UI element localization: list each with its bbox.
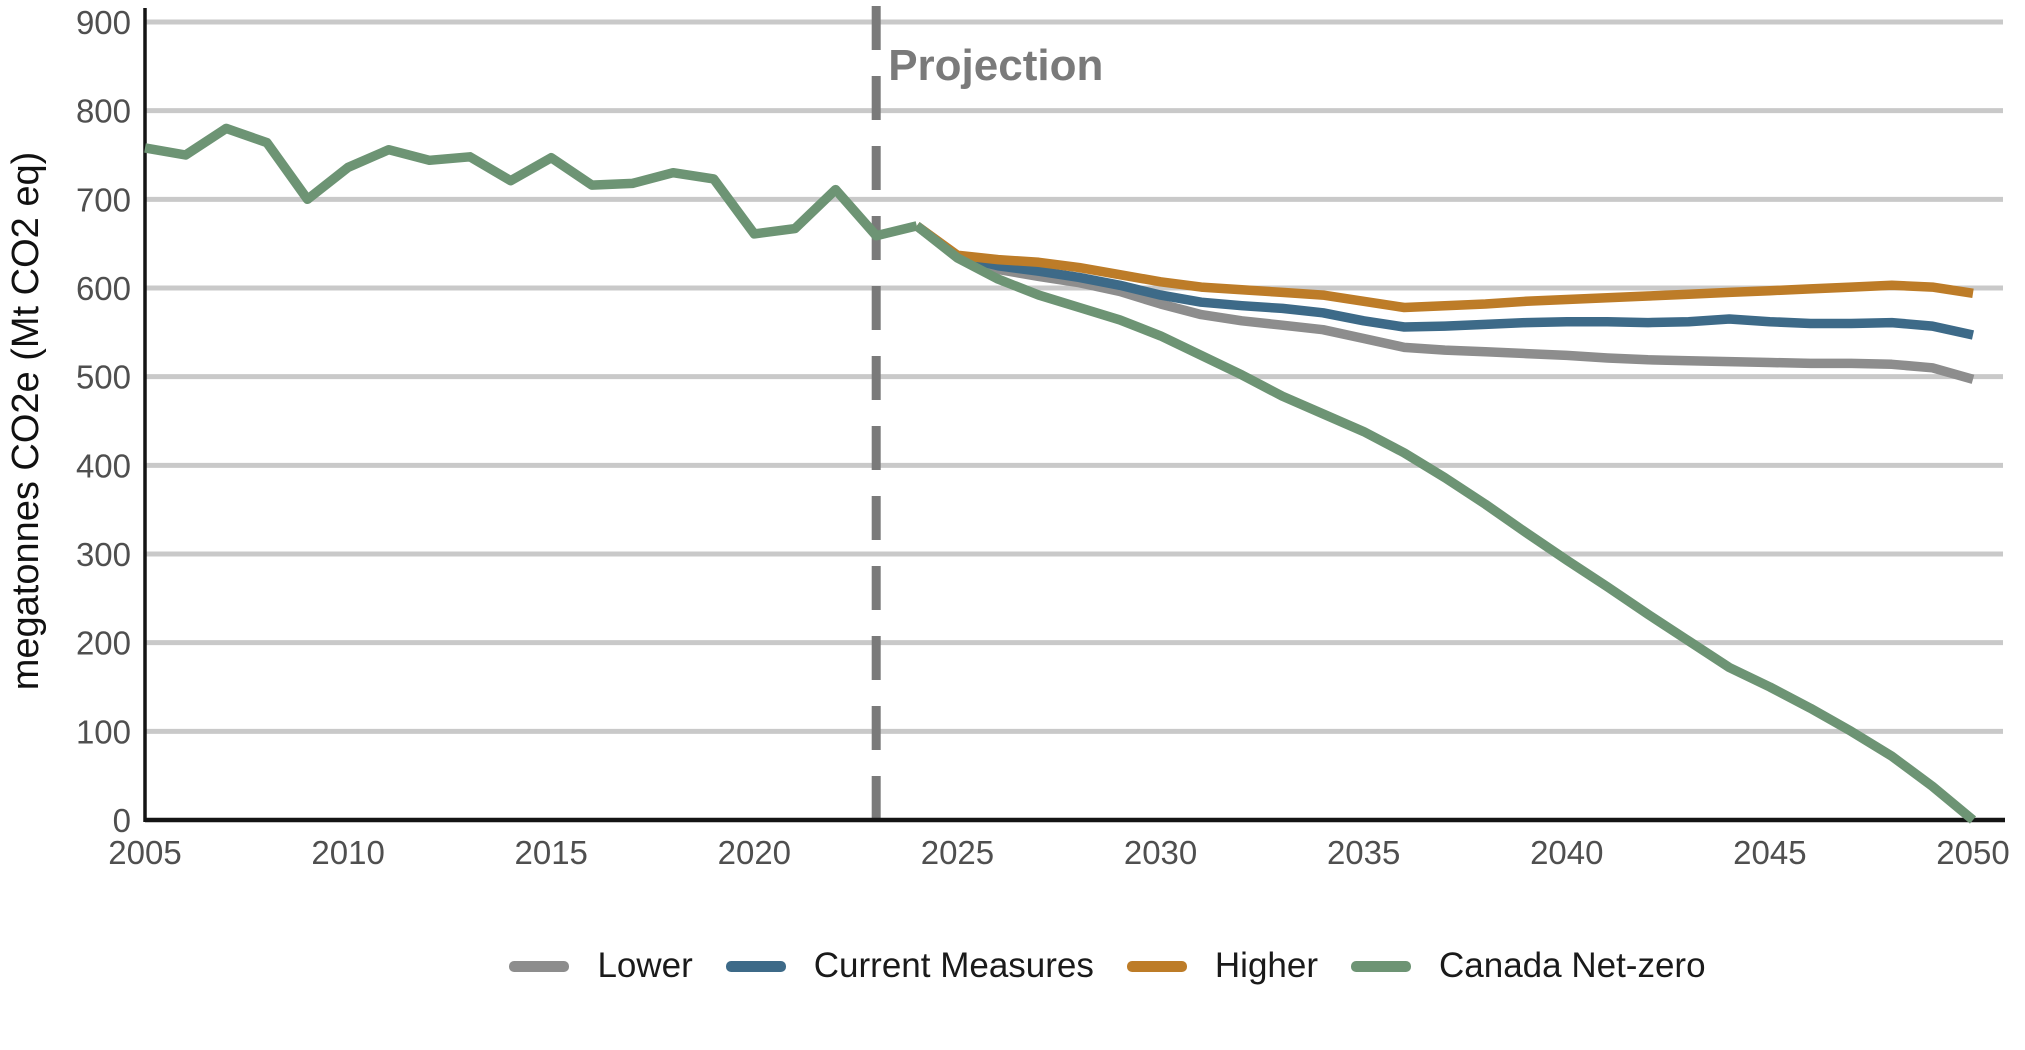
y-tick-label-200: 200: [76, 625, 131, 662]
x-tick-label-2005: 2005: [108, 834, 181, 871]
y-tick-label-500: 500: [76, 359, 131, 396]
legend-label-lower: Lower: [597, 946, 693, 985]
emissions-line-chart: Projection 0 100 200 300 400 500 600 700 800 900 20…: [5, 4, 2010, 871]
series-line-lower: [913, 222, 1975, 384]
legend-item-higher: Higher: [1126, 946, 1318, 986]
x-tick-label-2045: 2045: [1733, 834, 1806, 871]
legend-label-canada-net-zero: Canada Net-zero: [1439, 946, 1706, 985]
legend-swatch-lower: [509, 960, 570, 972]
y-tick-labels: 0 100 200 300 400 500 600 700 800 900: [76, 4, 131, 839]
legend-swatch-higher: [1126, 960, 1187, 972]
x-tick-label-2035: 2035: [1327, 834, 1400, 871]
y-tick-label-300: 300: [76, 536, 131, 573]
projection-label: Projection: [888, 41, 1103, 90]
legend-item-lower: Lower: [509, 946, 693, 986]
x-tick-label-2050: 2050: [1936, 834, 2009, 871]
y-axis-title: megatonnes CO2e (Mt CO2 eq): [5, 152, 47, 691]
y-tick-label-900: 900: [76, 4, 131, 41]
legend-label-higher: Higher: [1214, 946, 1318, 985]
x-tick-label-2015: 2015: [515, 834, 588, 871]
x-tick-label-2010: 2010: [311, 834, 384, 871]
y-tick-label-800: 800: [76, 93, 131, 130]
y-tick-label-100: 100: [76, 713, 131, 750]
x-tick-label-2025: 2025: [921, 834, 994, 871]
y-tick-label-600: 600: [76, 270, 131, 307]
y-gridlines: [145, 19, 2003, 734]
y-tick-label-700: 700: [76, 181, 131, 218]
x-tick-label-2040: 2040: [1530, 834, 1603, 871]
series-line-historical-emissions: [144, 123, 918, 241]
series-line-current-measures: [913, 222, 1975, 340]
x-tick-label-2030: 2030: [1124, 834, 1197, 871]
y-tick-label-0: 0: [113, 802, 131, 839]
legend: Lower Current Measures Higher Canada Net-ze…: [95, 946, 2025, 986]
legend-item-canada-net-zero: Canada Net-zero: [1351, 946, 1706, 986]
y-tick-label-400: 400: [76, 447, 131, 484]
legend-item-current-measures: Current Measures: [725, 946, 1094, 986]
legend-swatch-canada-net-zero: [1351, 960, 1411, 972]
x-tick-label-2020: 2020: [718, 834, 791, 871]
series-line-canada-net-zero: [913, 222, 1977, 824]
x-tick-labels: 2005 2010 2015 2020 2025 2030 2035 2040 2045 2050: [108, 834, 2009, 871]
legend-swatch-current-measures: [725, 960, 786, 972]
series-line-higher: [914, 222, 1974, 313]
legend-label-current-measures: Current Measures: [813, 946, 1094, 985]
